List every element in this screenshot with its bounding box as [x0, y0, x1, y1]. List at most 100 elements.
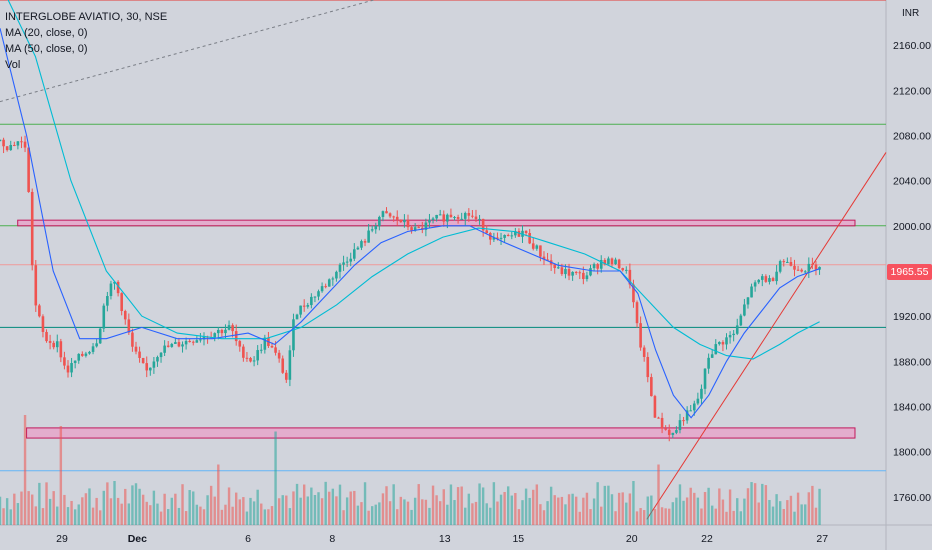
candle-body [603, 259, 607, 265]
candle-body [707, 357, 710, 369]
volume-bar [413, 497, 417, 525]
volume-bar [256, 489, 259, 525]
volume-bar [736, 498, 739, 525]
volume-bar [91, 507, 95, 525]
volume-bar [657, 464, 660, 525]
volume-bar [113, 481, 116, 525]
candle-body [34, 265, 38, 306]
volume-bar [167, 509, 170, 525]
volume-bar [285, 495, 288, 525]
volume-bar [789, 495, 793, 525]
volume-bar [177, 507, 181, 525]
candle-body [106, 296, 109, 306]
volume-bar [127, 503, 131, 525]
candle-body [474, 216, 478, 220]
candle-body [2, 139, 5, 147]
price-tick-label: 1760.00 [893, 492, 931, 504]
candle-body [378, 216, 381, 226]
candle-body [488, 232, 492, 240]
candle-body [234, 331, 238, 342]
candle-body [782, 261, 786, 263]
volume-bar [539, 504, 542, 525]
candle-body [524, 230, 528, 233]
candle-body [764, 276, 768, 282]
candle-body [410, 227, 413, 231]
volume-bar [757, 502, 760, 525]
candle-body [385, 211, 388, 214]
volume-bar [646, 496, 649, 525]
candle-body [177, 342, 181, 347]
candle-body [30, 191, 34, 266]
volume-bar [660, 507, 664, 525]
volume-bar [417, 484, 420, 525]
volume-bar [302, 484, 306, 525]
candle-body [578, 272, 582, 274]
candle-body [227, 325, 231, 330]
candle-body [356, 247, 360, 250]
volume-bar [63, 494, 66, 525]
candle-body [166, 345, 170, 347]
candle-body [574, 271, 578, 273]
candle-body [259, 349, 263, 351]
time-tick-label: 6 [245, 533, 251, 545]
volume-bar [106, 482, 109, 525]
candle-body [213, 333, 217, 338]
volume-bar [131, 485, 134, 525]
candle-body [710, 354, 714, 358]
candle-body [531, 243, 535, 249]
volume-bar [41, 508, 45, 525]
volume-bar [81, 497, 84, 525]
volume-bar [310, 487, 313, 525]
volume-bar [134, 483, 138, 525]
candle-body [496, 237, 499, 239]
candle-body [721, 342, 725, 345]
volume-bar [496, 501, 499, 525]
candle-body [743, 304, 746, 316]
candle-body [131, 332, 134, 347]
volume-bar [192, 491, 195, 525]
volume-bar [149, 505, 152, 525]
candle-body [360, 241, 363, 248]
candle-body [342, 262, 345, 265]
volume-bar [152, 490, 156, 525]
price-tick-label: 1920.00 [893, 311, 931, 323]
volume-bar [653, 509, 657, 525]
volume-bar [84, 493, 88, 525]
volume-bar [59, 426, 63, 525]
candle-body [503, 235, 506, 238]
candle-body [27, 147, 30, 192]
price-tick-label: 1880.00 [893, 356, 931, 368]
candle-body [188, 341, 191, 343]
volume-bar [685, 497, 689, 525]
candle-body [700, 388, 703, 399]
volume-bar [775, 494, 778, 525]
candle-body [428, 219, 431, 223]
volume-bar [693, 492, 696, 525]
candle-body [592, 264, 596, 269]
volume-bar [399, 496, 403, 525]
volume-bar [596, 482, 599, 525]
candle-body [349, 258, 353, 262]
volume-bar [249, 497, 252, 525]
candle-body [292, 319, 295, 351]
volume-bar [170, 497, 173, 525]
candle-body [542, 256, 546, 260]
volume-bar [478, 483, 481, 525]
candle-body [624, 269, 628, 271]
candle-body [317, 291, 320, 297]
candle-body [667, 429, 671, 435]
candle-body [16, 141, 20, 146]
candle-body [20, 141, 23, 143]
volume-bar [532, 489, 535, 525]
volume-bar [442, 489, 445, 525]
volume-bar [38, 482, 41, 525]
volume-bar [73, 509, 77, 525]
volume-bar [739, 511, 743, 525]
candle-body [70, 363, 73, 373]
candle-body [718, 342, 721, 345]
candle-body [449, 214, 453, 218]
volume-bar [560, 496, 564, 525]
candle-body [453, 217, 456, 219]
candle-body [299, 305, 302, 315]
